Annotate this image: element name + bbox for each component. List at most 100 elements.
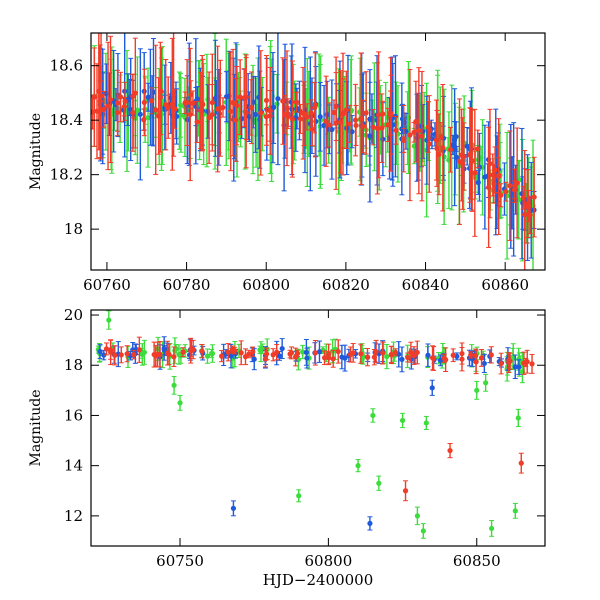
x-tick-label: 60800 [242, 276, 290, 294]
y-tick-label: 18.6 [50, 57, 83, 75]
data-point [481, 360, 487, 367]
data-point [323, 118, 329, 124]
data-point [297, 116, 304, 122]
data-point [141, 99, 147, 106]
data-point [474, 387, 480, 393]
data-point [258, 110, 264, 116]
data-point [124, 351, 130, 357]
data-point [516, 356, 522, 362]
data-point [294, 350, 301, 357]
data-point [472, 175, 479, 181]
data-point [380, 111, 386, 117]
data-point [97, 348, 103, 355]
data-point [491, 181, 497, 187]
data-point [507, 183, 513, 189]
data-point [521, 360, 527, 366]
data-point [488, 352, 494, 358]
data-point [309, 126, 315, 132]
data-point [317, 114, 323, 120]
data-point [367, 133, 373, 139]
data-point [447, 447, 453, 454]
data-point [426, 141, 432, 147]
data-point [376, 112, 382, 118]
data-point [498, 192, 504, 198]
y-tick-label: 16 [64, 406, 83, 424]
data-point [360, 123, 366, 130]
data-point [496, 173, 502, 180]
data-point [209, 112, 215, 118]
data-point [171, 354, 177, 360]
data-point [145, 94, 151, 100]
data-point [338, 119, 344, 125]
data-point [122, 98, 128, 104]
data-point [199, 100, 205, 106]
data-point [262, 356, 269, 362]
data-point [194, 119, 200, 125]
data-point [263, 114, 269, 120]
data-point [326, 351, 332, 357]
data-point [461, 153, 467, 160]
data-point [498, 360, 504, 367]
data-point [340, 111, 346, 117]
data-point [343, 107, 350, 113]
data-point [220, 104, 226, 111]
data-point [293, 99, 300, 105]
data-point [158, 88, 164, 94]
data-point [187, 111, 193, 118]
data-point [425, 124, 431, 130]
data-point [388, 112, 394, 118]
data-point [118, 94, 124, 100]
data-point [416, 128, 422, 134]
data-point [402, 488, 409, 494]
data-point [132, 90, 138, 96]
data-point [453, 154, 460, 160]
data-point [473, 353, 479, 359]
data-point [399, 356, 405, 362]
data-point [219, 353, 225, 359]
data-point [230, 505, 237, 511]
x-axis-label: HJD−2400000 [263, 571, 374, 589]
x-tick-label: 60850 [453, 552, 501, 570]
data-point [392, 349, 399, 355]
data-point [252, 111, 259, 118]
data-point [370, 412, 376, 419]
data-point [330, 356, 336, 362]
data-point [282, 111, 288, 117]
data-point [276, 353, 283, 359]
bottom-panel: 60750 60800 60850 12 14 16 18 20 Magnitude HJD−24… [28, 306, 546, 589]
data-point [478, 355, 485, 361]
data-point [342, 355, 348, 361]
x-tick-label: 60860 [481, 276, 529, 294]
data-point [384, 353, 390, 360]
data-point [503, 189, 509, 195]
data-point [257, 117, 263, 123]
data-point [321, 122, 327, 128]
data-point [414, 349, 420, 356]
data-point [180, 349, 186, 355]
data-point [164, 350, 171, 356]
data-point [232, 348, 238, 354]
data-point [303, 349, 309, 355]
data-point [468, 352, 474, 358]
plot-area [95, 310, 535, 539]
data-point [355, 463, 361, 469]
data-point [296, 493, 302, 499]
data-point [487, 160, 493, 167]
data-point [171, 382, 177, 388]
data-point [329, 126, 335, 133]
data-point [388, 352, 395, 358]
data-point [106, 317, 112, 323]
data-point [488, 525, 495, 532]
data-point [420, 528, 426, 534]
data-point [413, 119, 419, 125]
x-tick-label: 60750 [156, 552, 204, 570]
data-point [258, 349, 264, 355]
data-point [263, 97, 270, 104]
data-point [97, 93, 104, 99]
data-point [450, 352, 456, 358]
data-point [139, 350, 146, 356]
data-point [512, 364, 518, 370]
data-point [275, 96, 281, 102]
data-point [225, 349, 231, 355]
